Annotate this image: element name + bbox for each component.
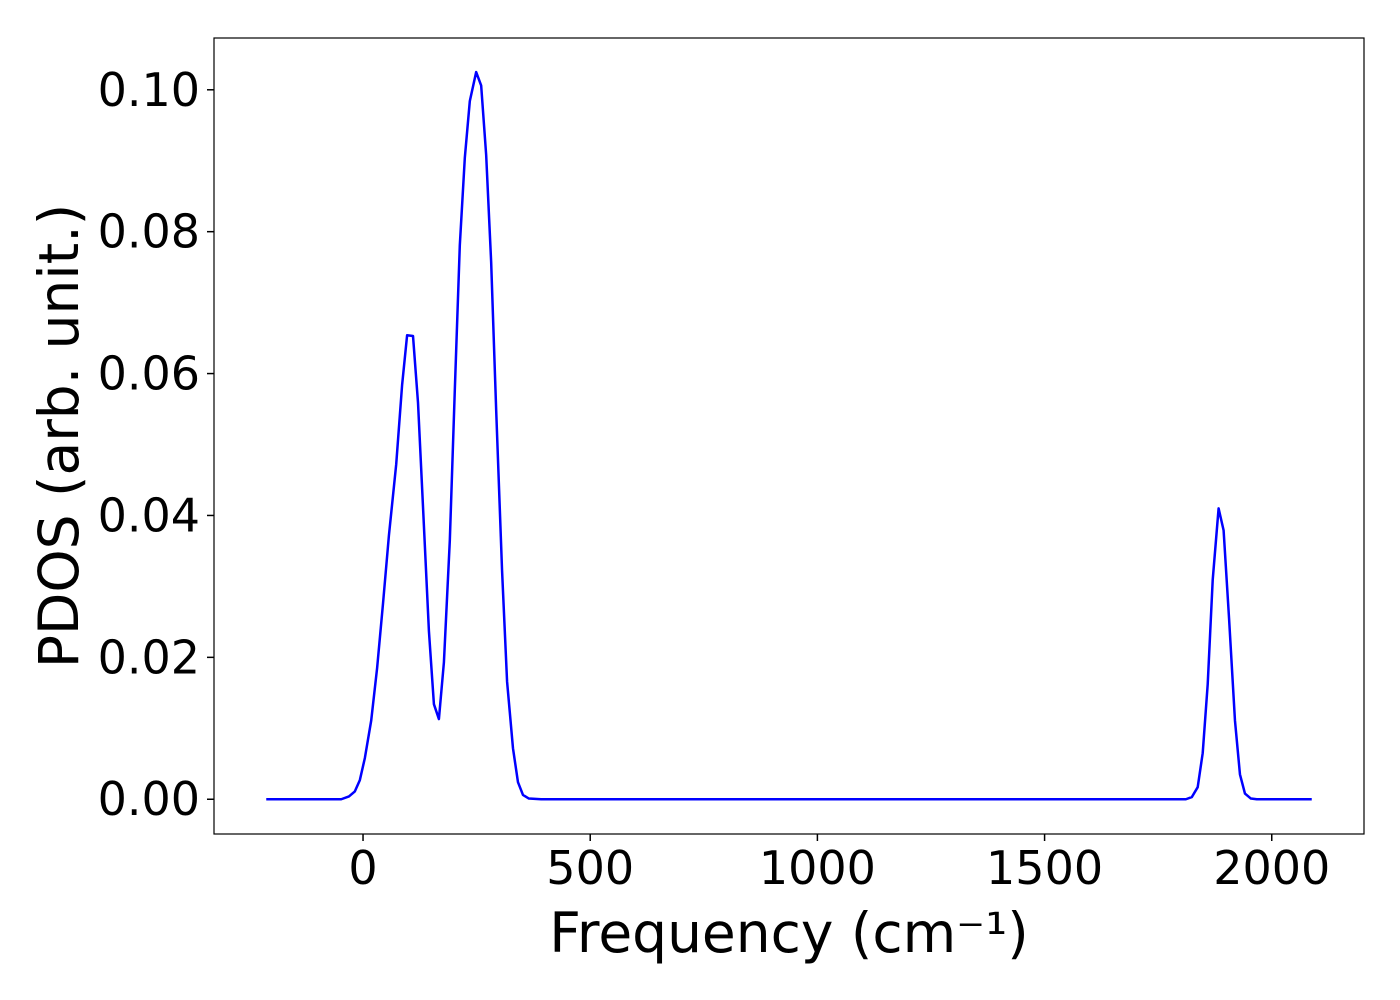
x-axis-label: Frequency (cm⁻¹) <box>549 901 1028 965</box>
y-tick-label: 0.02 <box>98 630 200 684</box>
y-tick-label: 0.04 <box>98 488 200 542</box>
y-tick-label: 0.08 <box>98 205 200 259</box>
y-tick-label: 0.00 <box>98 772 200 826</box>
data-line <box>266 70 1312 801</box>
x-tick-label: 1000 <box>759 841 876 895</box>
y-tick-label: 0.06 <box>98 347 200 401</box>
x-tick-label: 2000 <box>1213 841 1330 895</box>
x-tick-label: 1500 <box>986 841 1103 895</box>
x-tick-label: 500 <box>546 841 634 895</box>
x-tick-label: 0 <box>348 841 377 895</box>
plot-frame <box>213 37 1365 835</box>
y-tick-label: 0.10 <box>98 63 200 117</box>
y-axis-label: PDOS (arb. unit.) <box>27 204 91 668</box>
